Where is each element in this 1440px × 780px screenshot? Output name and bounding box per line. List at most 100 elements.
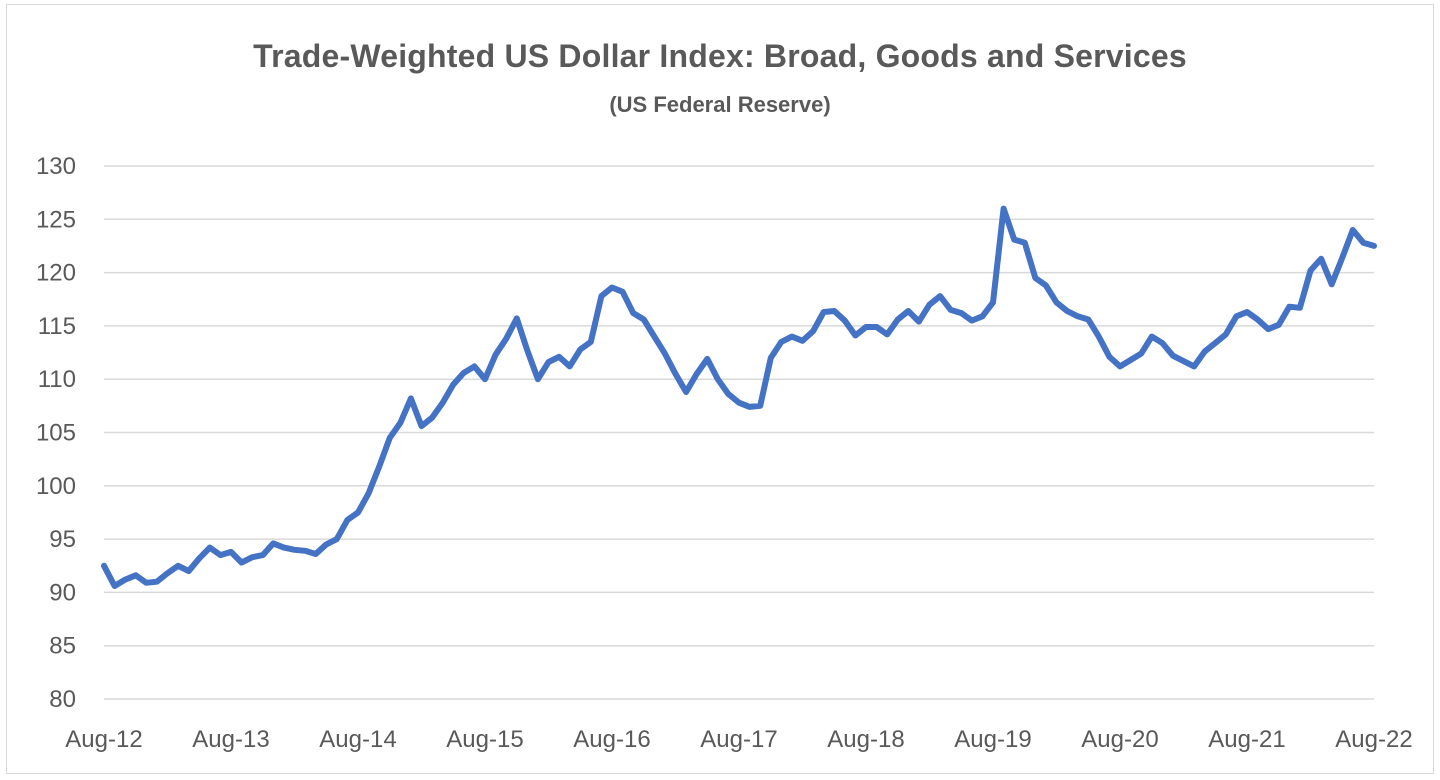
data-point: [631, 311, 636, 316]
data-point: [1043, 283, 1048, 288]
data-point: [800, 338, 805, 343]
data-point: [938, 294, 943, 299]
data-point: [1160, 341, 1165, 345]
data-point: [102, 563, 106, 568]
y-tick-label: 105: [36, 420, 76, 447]
data-point: [1139, 351, 1144, 356]
data-point: [811, 329, 816, 334]
data-point: [324, 542, 329, 547]
data-point: [239, 560, 244, 565]
data-point: [842, 318, 847, 323]
data-point: [176, 563, 181, 568]
data-point: [1033, 275, 1038, 280]
data-point: [281, 545, 286, 550]
y-tick-label: 125: [36, 206, 76, 233]
data-point: [588, 339, 593, 344]
data-point: [260, 553, 265, 558]
data-point: [430, 415, 435, 420]
data-point: [1223, 332, 1228, 337]
data-point: [112, 584, 117, 588]
data-point: [1266, 327, 1271, 332]
data-point: [557, 354, 562, 359]
data-point: [705, 356, 710, 361]
data-point: [1202, 349, 1207, 354]
data-point: [906, 309, 911, 313]
data-point: [1001, 206, 1006, 211]
x-tick-label: Aug-20: [1081, 726, 1158, 753]
y-tick-label: 95: [49, 526, 76, 553]
chart-subtitle: (US Federal Reserve): [609, 92, 831, 117]
data-point: [1192, 364, 1197, 369]
data-point: [250, 555, 255, 560]
data-point: [1276, 322, 1281, 327]
y-tick-label: 90: [49, 579, 76, 606]
data-point: [1096, 334, 1101, 339]
data-point: [853, 333, 858, 338]
data-point: [874, 325, 879, 329]
data-point: [1213, 341, 1218, 345]
data-point: [1372, 243, 1376, 248]
data-point: [684, 390, 689, 394]
data-point: [387, 435, 392, 440]
x-tick-label: Aug-18: [827, 726, 904, 753]
data-point: [292, 547, 297, 552]
data-point: [747, 404, 752, 409]
data-point: [991, 300, 995, 305]
x-tick-label: Aug-21: [1208, 726, 1285, 753]
data-point: [165, 571, 170, 576]
data-point: [610, 285, 614, 290]
data-point: [356, 510, 360, 515]
data-point: [1234, 314, 1239, 319]
series-layer: [101, 205, 1377, 589]
data-point: [398, 420, 403, 425]
data-point: [218, 553, 223, 558]
data-point: [768, 355, 773, 360]
data-point: [916, 319, 921, 324]
gridlines: [104, 165, 1374, 700]
data-point: [1255, 317, 1260, 322]
data-point: [641, 317, 646, 322]
y-tick-label: 130: [36, 153, 76, 180]
data-point: [1297, 305, 1302, 310]
data-point: [546, 360, 551, 365]
data-point: [504, 336, 509, 341]
data-point: [207, 545, 212, 550]
data-point: [567, 364, 572, 369]
data-point: [1361, 240, 1366, 245]
data-point: [1181, 359, 1186, 364]
y-tick-label: 100: [36, 473, 76, 500]
data-point: [303, 548, 308, 553]
data-point: [313, 552, 318, 556]
x-tick-label: Aug-22: [1335, 726, 1412, 753]
data-point: [1107, 354, 1112, 359]
data-point: [779, 339, 784, 344]
x-tick-label: Aug-16: [573, 726, 650, 753]
data-point: [123, 577, 128, 582]
data-point: [980, 314, 985, 319]
data-point: [1245, 310, 1249, 314]
data-point: [514, 316, 519, 321]
data-point: [229, 549, 233, 554]
data-point: [694, 371, 699, 376]
axes: 80 85 90 95 100 105 110 115 120 125 130 Aug-12 Aug-1…: [36, 153, 1413, 753]
data-point: [1149, 334, 1154, 339]
data-point: [662, 351, 667, 356]
data-point: [1329, 282, 1334, 287]
data-point: [726, 392, 731, 397]
x-tick-label: Aug-12: [65, 726, 142, 753]
data-point: [758, 403, 763, 408]
data-point: [144, 580, 149, 585]
data-point: [715, 377, 720, 382]
data-point: [461, 370, 466, 375]
data-point: [1086, 317, 1091, 322]
data-point: [1065, 309, 1070, 313]
data-point: [959, 311, 964, 316]
data-point: [969, 318, 974, 323]
chart-title: Trade-Weighted US Dollar Index: Broad, G…: [253, 38, 1187, 74]
data-point: [948, 307, 953, 312]
data-point: [620, 289, 625, 294]
data-point: [1170, 353, 1175, 358]
data-point: [1350, 228, 1355, 232]
series-line: [101, 205, 1377, 589]
data-point: [832, 309, 837, 313]
